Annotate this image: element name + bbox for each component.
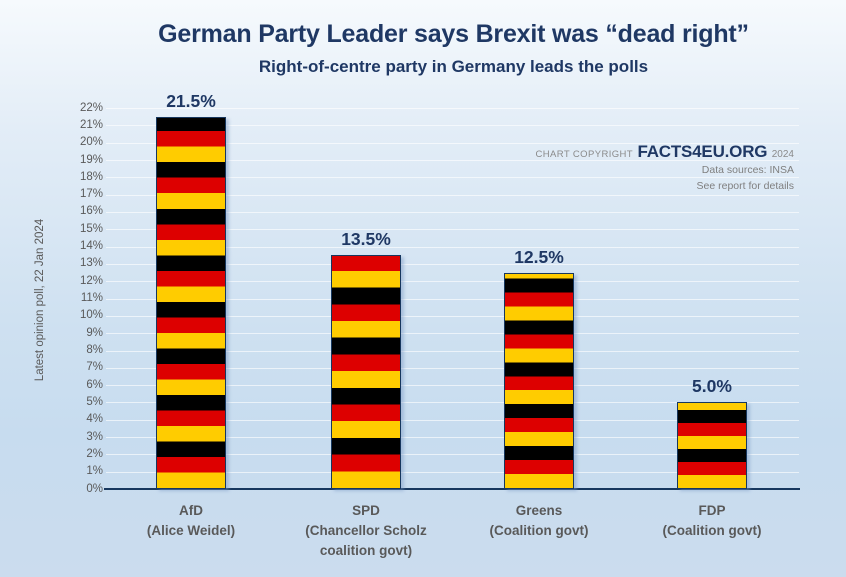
gridline xyxy=(106,298,799,300)
bar-fdp xyxy=(677,402,747,489)
bar-value-label: 13.5% xyxy=(341,229,391,250)
y-tick-label: 7% xyxy=(86,361,103,374)
y-tick-label: 11% xyxy=(80,292,103,304)
gridline xyxy=(106,454,799,456)
gridline xyxy=(106,177,799,179)
bar-greens xyxy=(504,272,574,489)
y-tick-label: 5% xyxy=(86,395,103,408)
copyright-brand: FACTS4EU.ORG xyxy=(637,142,768,161)
y-tick-label: 19% xyxy=(79,153,103,166)
copyright-year: 2024 xyxy=(771,149,794,160)
y-tick-label: 17% xyxy=(79,188,103,201)
category-name: FDP xyxy=(698,503,726,518)
category-name: AfD xyxy=(179,503,203,518)
y-tick-label: 8% xyxy=(86,344,103,356)
x-axis-line xyxy=(104,488,800,490)
bar-value-label: 21.5% xyxy=(166,90,216,111)
gridline xyxy=(106,194,799,196)
copyright-prefix: CHART COPYRIGHT xyxy=(535,149,633,160)
gridline xyxy=(106,385,799,387)
gridline xyxy=(106,315,799,317)
copyright-block: CHART COPYRIGHT FACTS4EU.ORG 2024 Data s… xyxy=(535,142,795,194)
x-axis-category-label: SPD (Chancellor Scholz coalition govt) xyxy=(277,501,455,561)
gridline xyxy=(106,367,799,369)
gridline xyxy=(106,437,799,438)
y-tick-label: 9% xyxy=(86,326,103,339)
gridline xyxy=(106,142,799,144)
category-subtitle: (Chancellor Scholz xyxy=(305,523,427,538)
gridline xyxy=(106,471,799,473)
category-subtitle: (Coalition govt) xyxy=(489,523,589,538)
gridline xyxy=(106,246,799,248)
gridline xyxy=(106,281,799,283)
y-tick-label: 0% xyxy=(86,482,103,495)
category-name: Greens xyxy=(515,503,563,518)
y-tick-label: 21% xyxy=(79,118,103,131)
chart-subtitle: Right-of-centre party in Germany leads t… xyxy=(258,57,649,76)
y-tick-label: 16% xyxy=(79,205,103,218)
y-tick-label: 4% xyxy=(86,413,103,426)
x-axis-category-label: AfD (Alice Weidel) xyxy=(102,501,280,541)
gridline xyxy=(106,419,799,421)
gridline xyxy=(106,333,799,335)
y-tick-label: 14% xyxy=(79,240,103,252)
gridline xyxy=(106,160,799,161)
y-tick-label: 1% xyxy=(86,465,103,478)
y-tick-label: 6% xyxy=(86,378,103,391)
bar-value-label: 5.0% xyxy=(692,376,732,397)
gridline xyxy=(106,229,799,231)
bar-afd xyxy=(156,116,226,489)
y-tick-label: 22% xyxy=(79,101,103,114)
gridline xyxy=(106,211,799,213)
category-subtitle: (Coalition govt) xyxy=(662,523,762,538)
gridline xyxy=(106,350,799,352)
category-name: SPD xyxy=(352,503,380,518)
x-axis-category-label: FDP (Coalition govt) xyxy=(623,501,801,541)
y-tick-label: 3% xyxy=(86,430,103,443)
copyright-note: See report for details xyxy=(696,180,794,192)
gridline xyxy=(106,108,799,109)
gridline xyxy=(106,263,799,265)
y-tick-label: 15% xyxy=(79,222,103,235)
copyright-line: CHART COPYRIGHT FACTS4EU.ORG 2024 xyxy=(535,142,795,162)
bar-spd xyxy=(331,255,401,489)
gridline xyxy=(106,402,799,404)
category-subtitle: (Alice Weidel) xyxy=(146,523,236,538)
y-tick-label: 12% xyxy=(79,274,103,287)
y-tick-label: 20% xyxy=(79,136,103,149)
x-axis-category-label: Greens (Coalition govt) xyxy=(450,501,628,541)
y-tick-label: 13% xyxy=(79,257,103,270)
chart-title: German Party Leader says Brexit was “dea… xyxy=(158,20,749,48)
gridline xyxy=(106,125,799,127)
y-tick-label: 18% xyxy=(79,170,103,183)
y-tick-label: 2% xyxy=(86,447,103,460)
y-tick-label: 10% xyxy=(79,309,103,322)
bar-value-label: 12.5% xyxy=(514,246,564,267)
copyright-source: Data sources: INSA xyxy=(701,164,794,176)
category-subtitle: coalition govt) xyxy=(319,543,413,558)
